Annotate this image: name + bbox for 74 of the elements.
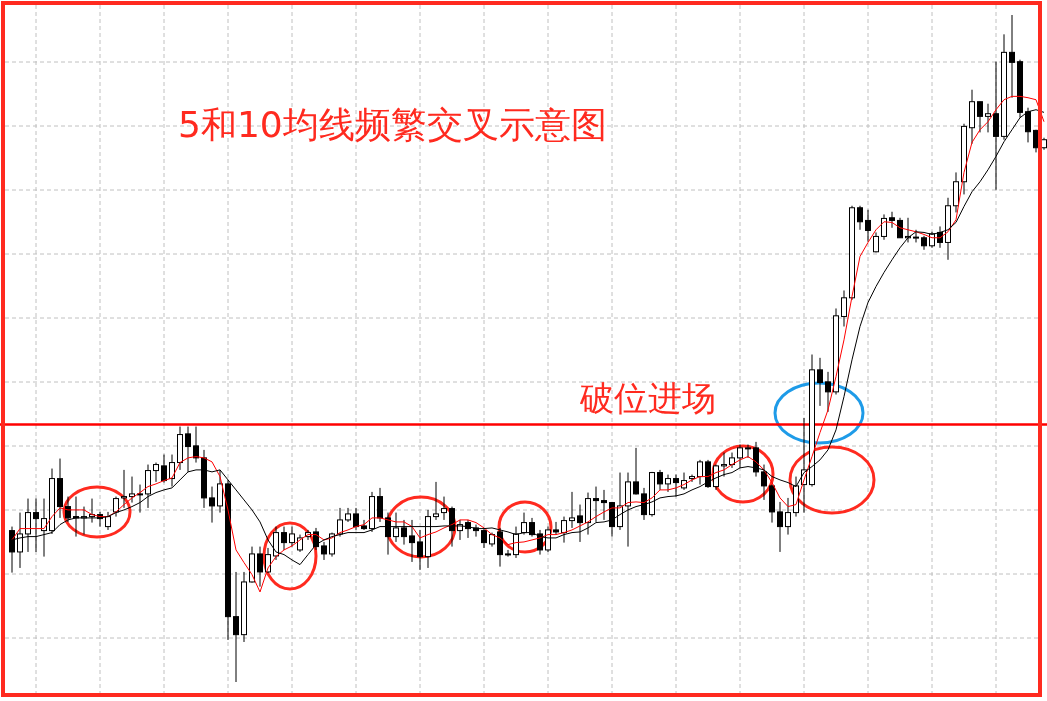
candlestick (393, 512, 399, 543)
candlestick (593, 486, 599, 523)
candlestick (889, 211, 895, 229)
candlestick (761, 464, 767, 501)
candlestick (737, 444, 743, 469)
candlestick (977, 101, 983, 133)
candlestick (185, 426, 191, 473)
candlestick (505, 549, 511, 558)
candlestick (441, 496, 447, 521)
candlestick (433, 481, 439, 521)
candlestick (25, 498, 31, 553)
candlestick (777, 501, 783, 553)
candlestick (569, 491, 575, 529)
candlestick (697, 459, 703, 486)
candlestick (913, 229, 919, 243)
candlestick (601, 489, 607, 521)
candlestick (537, 529, 543, 556)
text: 5和10均线频繁交叉示意图 (178, 104, 607, 145)
candlestick (33, 498, 39, 553)
candlestick (65, 496, 71, 523)
candlestick (553, 521, 559, 536)
candlestick (41, 498, 47, 558)
candlestick (409, 519, 415, 563)
candlestick (129, 476, 135, 504)
candlestick (137, 484, 143, 514)
candlestick (841, 289, 847, 327)
candlestick (337, 507, 343, 538)
candlestick (321, 541, 327, 561)
candlestick (897, 217, 903, 239)
candlestick (673, 474, 679, 498)
candlestick (825, 371, 831, 413)
candlestick (361, 519, 367, 531)
candlestick (121, 469, 127, 509)
candlestick (665, 474, 671, 493)
candlestick (209, 486, 215, 524)
candlestick (217, 469, 223, 514)
candlestick (113, 496, 119, 518)
candlestick (417, 529, 423, 571)
candlestick (577, 504, 583, 543)
candlestick (721, 452, 727, 478)
candlestick (857, 205, 863, 231)
candlestick (881, 213, 887, 241)
candlestick (561, 516, 567, 544)
candlestick (1009, 14, 1015, 99)
candlestick (273, 526, 279, 561)
candlestick (865, 209, 871, 243)
candlestick (377, 487, 383, 523)
candlestick (169, 454, 175, 488)
candlestick (289, 526, 295, 548)
candlestick (161, 454, 167, 484)
candlestick (985, 103, 991, 133)
candlestick (513, 526, 519, 559)
candlestick (145, 464, 151, 509)
candlestick (641, 487, 647, 521)
candlestick (385, 512, 391, 556)
candlestick (329, 532, 335, 558)
candlestick (257, 546, 263, 588)
candlestick (657, 469, 663, 491)
candlestick (265, 547, 271, 574)
candlestick (281, 526, 287, 551)
candlestick (193, 426, 199, 464)
candlestick (401, 519, 407, 546)
candlestick (481, 527, 487, 549)
candlestick (633, 447, 639, 496)
candlestick (153, 462, 159, 483)
annotation: 破位进场 (579, 378, 716, 418)
candlestick (233, 571, 239, 683)
candlestick (745, 444, 751, 459)
candlestick (353, 507, 359, 531)
candlestick (529, 517, 535, 538)
candlestick (785, 497, 791, 536)
candlestick (521, 512, 527, 536)
candlestick (817, 357, 823, 407)
candlestick (105, 511, 111, 531)
